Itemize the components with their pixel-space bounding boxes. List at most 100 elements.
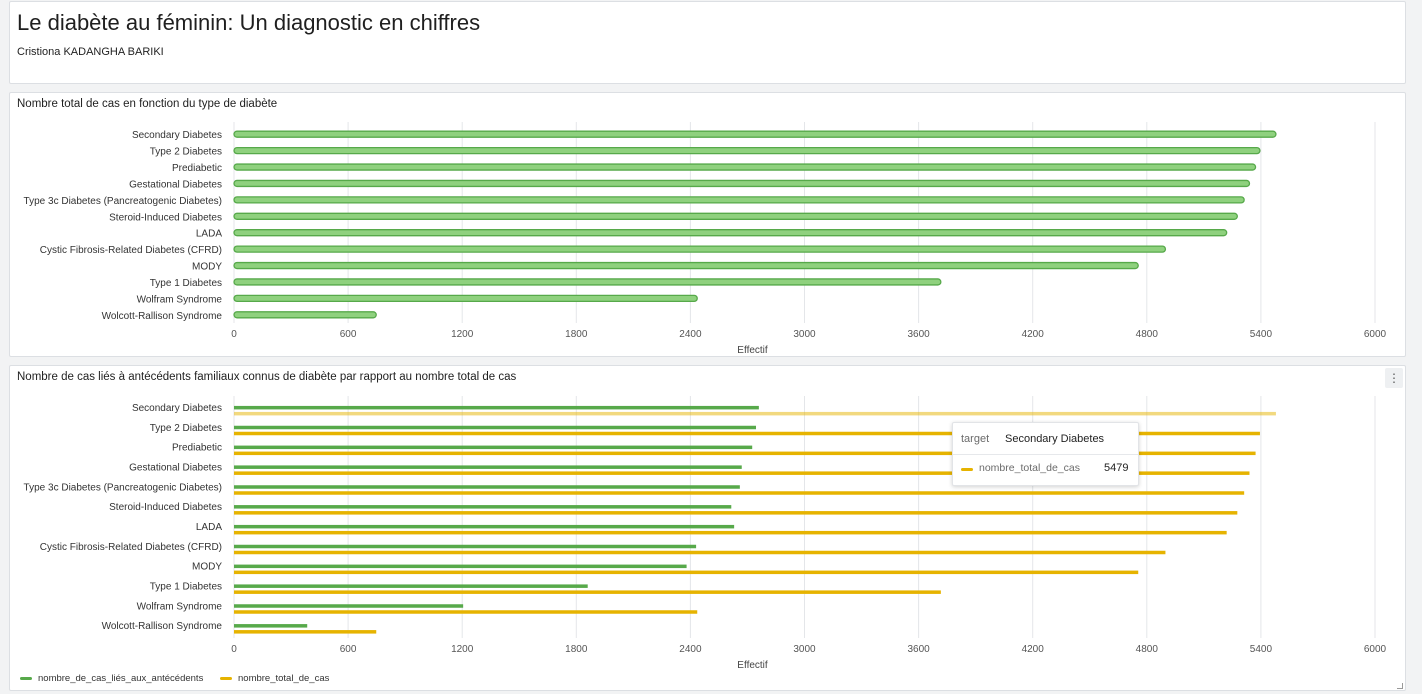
y-category-label: Cystic Fibrosis-Related Diabetes (CFRD) (40, 245, 222, 256)
legend-label-antecedents: nombre_de_cas_liés_aux_antécédents (38, 673, 204, 684)
bar (233, 130, 1277, 138)
resize-handle[interactable] (1397, 683, 1403, 689)
x-tick-label: 0 (231, 644, 237, 655)
y-category-label: Type 1 Diabetes (150, 581, 222, 592)
x-tick-label: 4800 (1136, 329, 1159, 340)
legend-swatch-green (20, 676, 32, 680)
y-category-label: Type 2 Diabetes (150, 423, 222, 434)
tooltip-series-name: nombre_total_de_cas (979, 462, 1080, 474)
x-tick-label: 600 (340, 329, 357, 340)
y-category-label: Type 3c Diabetes (Pancreatogenic Diabete… (24, 196, 222, 207)
y-category-label: Type 2 Diabetes (150, 147, 222, 158)
y-category-label: LADA (196, 522, 222, 533)
y-category-label: Steroid-Induced Diabetes (109, 212, 222, 223)
chart2-svg: 0 600 1200 1800 2400 3000 3600 4200 4800 5400 6000… (24, 396, 1387, 671)
bar-antecedents (234, 505, 732, 509)
y-category-label: LADA (196, 229, 222, 240)
x-tick-label: 1200 (451, 644, 474, 655)
x-axis-label: Effectif (737, 660, 768, 671)
chart-menu-button[interactable]: ⋮ (1385, 368, 1403, 388)
bar-total (234, 550, 1166, 555)
y-category-label: Steroid-Induced Diabetes (109, 502, 222, 513)
y-category-label: MODY (192, 262, 222, 273)
bar (233, 229, 1228, 237)
x-tick-label: 6000 (1364, 329, 1387, 340)
chart2-title: Nombre de cas liés à antécédents familia… (17, 371, 517, 383)
y-category-label: Wolcott-Rallison Syndrome (102, 621, 223, 632)
bar-total (234, 590, 941, 594)
x-tick-label: 1200 (451, 329, 474, 340)
bar (233, 163, 1257, 171)
x-tick-label: 0 (231, 329, 237, 340)
tooltip-value: 5479 (1104, 462, 1129, 474)
x-tick-label: 5400 (1250, 329, 1273, 340)
x-tick-label: 5400 (1250, 644, 1273, 655)
bar-antecedents (234, 445, 753, 450)
chart1-svg: 0 600 1200 1800 2400 3000 3600 4200 4800 5400 6000… (24, 122, 1387, 356)
y-category-label: Wolfram Syndrome (137, 601, 223, 612)
y-category-label: Prediabetic (172, 443, 222, 454)
x-tick-label: 4200 (1022, 644, 1045, 655)
legend-label-total: nombre_total_de_cas (238, 673, 330, 684)
x-tick-label: 4800 (1136, 644, 1159, 655)
bar-antecedents (234, 624, 308, 628)
tooltip-series-swatch (961, 468, 973, 471)
chart-tooltip: target Secondary Diabetes nombre_total_d… (952, 422, 1139, 486)
bar-total (234, 471, 1250, 475)
x-axis-label: Effectif (737, 345, 768, 356)
y-category-label: Wolcott-Rallison Syndrome (102, 311, 223, 322)
bar-total (234, 570, 1139, 575)
bar-antecedents (234, 544, 697, 549)
bar-antecedents (234, 405, 759, 410)
legend-item-antecedents[interactable]: nombre_de_cas_liés_aux_antécédents (20, 673, 203, 684)
bar-antecedents (234, 604, 464, 608)
y-category-label: Gestational Diabetes (129, 462, 222, 473)
bar-total (234, 451, 1256, 456)
tooltip-key-label: target (961, 433, 990, 445)
y-category-label: Cystic Fibrosis-Related Diabetes (CFRD) (40, 542, 222, 553)
chart2-panel: Nombre de cas liés à antécédents familia… (9, 365, 1406, 691)
x-tick-label: 6000 (1364, 644, 1387, 655)
page-author: Cristiona KADANGHA BARIKI (17, 46, 164, 58)
bar-total (234, 431, 1260, 436)
page-title: Le diabète au féminin: Un diagnostic en … (17, 10, 481, 35)
tooltip-target: Secondary Diabetes (1005, 433, 1105, 445)
bar (233, 212, 1238, 220)
header-panel: Le diabète au féminin: Un diagnostic en … (9, 1, 1406, 84)
x-tick-label: 1800 (565, 644, 588, 655)
bar-total (234, 630, 377, 634)
bar-total (234, 530, 1227, 535)
x-tick-label: 3000 (793, 644, 816, 655)
more-vertical-icon: ⋮ (1388, 371, 1400, 385)
bar (233, 146, 1261, 155)
bar-antecedents (234, 485, 740, 489)
chart1-title: Nombre total de cas en fonction du type … (17, 98, 278, 110)
y-category-label: Prediabetic (172, 163, 222, 174)
bar-antecedents (234, 564, 687, 569)
x-tick-label: 2400 (679, 329, 702, 340)
bar (233, 311, 377, 319)
bar-total (234, 491, 1245, 495)
y-category-label: MODY (192, 562, 222, 573)
x-tick-label: 3000 (793, 329, 816, 340)
bar (233, 196, 1245, 204)
y-category-label: Type 3c Diabetes (Pancreatogenic Diabete… (24, 482, 222, 493)
y-category-label: Secondary Diabetes (132, 130, 222, 141)
y-category-label: Gestational Diabetes (129, 179, 222, 190)
legend-swatch-gold (220, 676, 232, 680)
y-category-label: Wolfram Syndrome (137, 294, 223, 305)
bar-total (234, 411, 1276, 416)
x-tick-label: 600 (340, 644, 357, 655)
x-tick-label: 4200 (1022, 329, 1045, 340)
bar (233, 179, 1251, 188)
bar-total (234, 511, 1238, 515)
bar (233, 261, 1139, 270)
bar (233, 294, 698, 303)
bar (233, 278, 942, 286)
tooltip-divider (953, 454, 1138, 455)
legend-item-total[interactable]: nombre_total_de_cas (220, 673, 329, 684)
x-tick-label: 1800 (565, 329, 588, 340)
bar-antecedents (234, 584, 588, 588)
x-tick-label: 3600 (907, 644, 930, 655)
y-category-label: Secondary Diabetes (132, 403, 222, 414)
